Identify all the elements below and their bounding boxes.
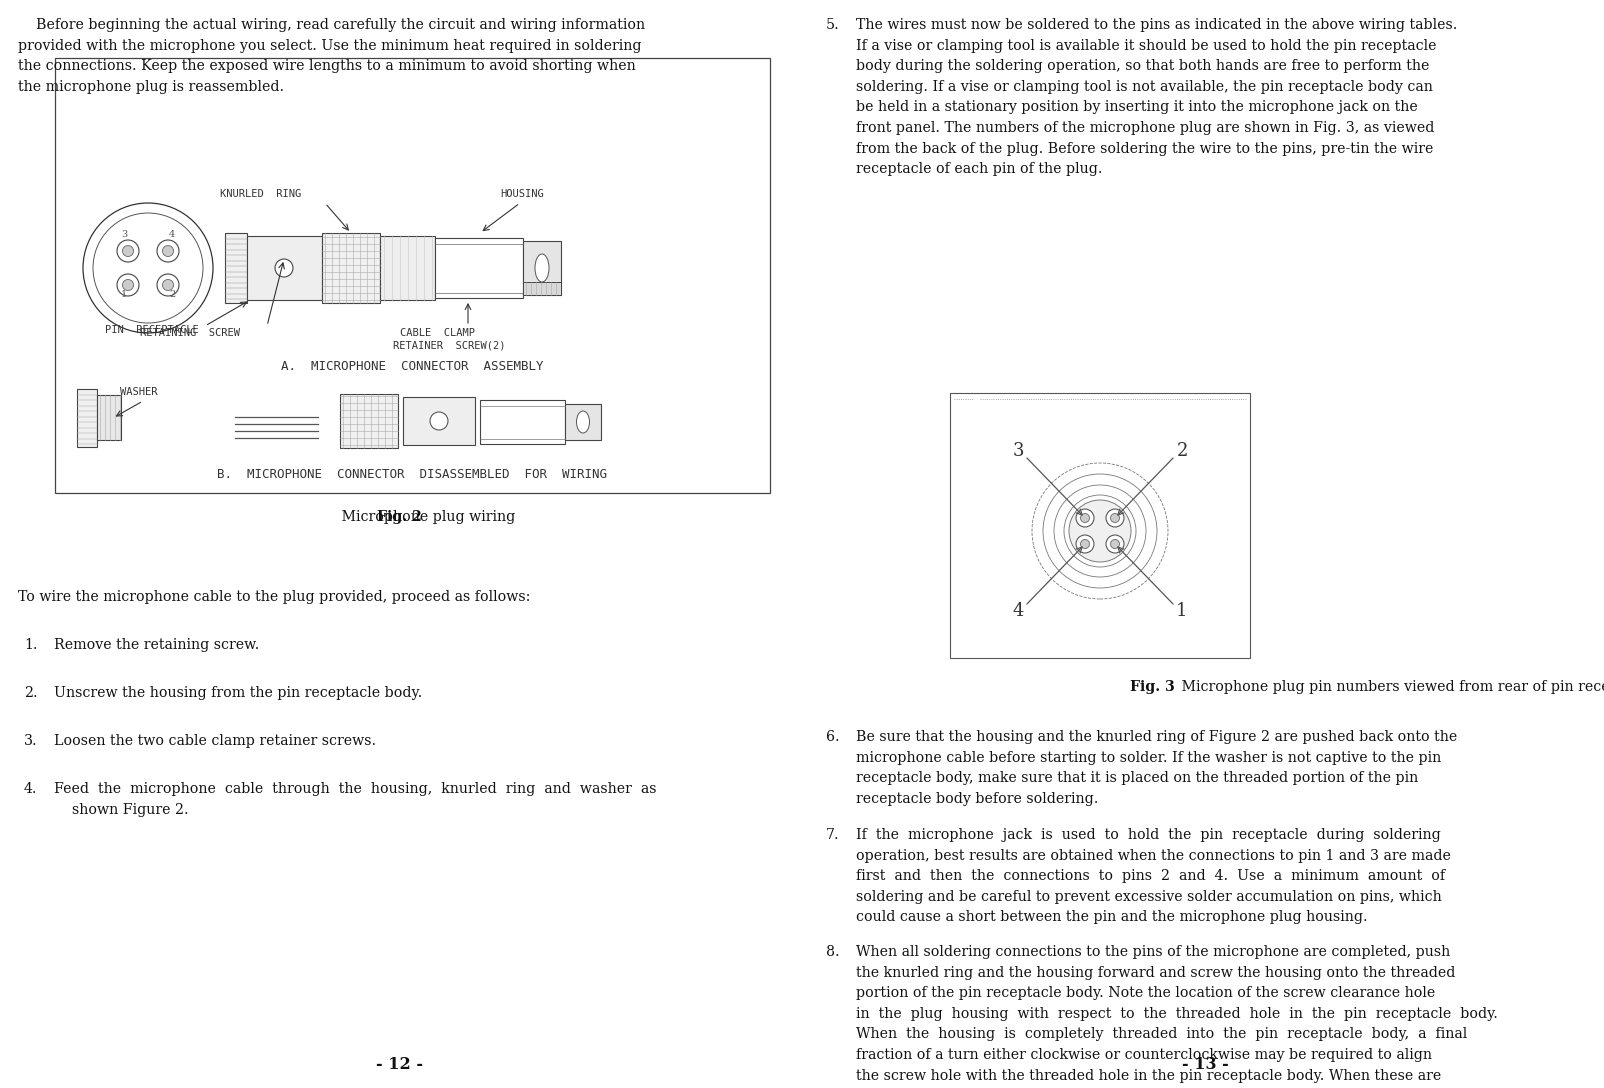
Text: If  the  microphone  jack  is  used  to  hold  the  pin  receptacle  during  sol: If the microphone jack is used to hold t…	[857, 828, 1452, 925]
Text: RETAINING  SCREW: RETAINING SCREW	[140, 327, 241, 338]
Bar	[77, 390, 96, 447]
Bar	[247, 236, 322, 300]
Text: When all soldering connections to the pins of the microphone are completed, push: When all soldering connections to the pi…	[857, 945, 1498, 1088]
Bar	[403, 397, 475, 445]
Text: 4.: 4.	[24, 782, 37, 796]
Ellipse shape	[1068, 500, 1131, 562]
Text: KNURLED  RING: KNURLED RING	[220, 189, 302, 199]
Circle shape	[1107, 509, 1124, 527]
Text: Be sure that the housing and the knurled ring of Figure 2 are pushed back onto t: Be sure that the housing and the knurled…	[857, 730, 1458, 806]
Text: 6.: 6.	[826, 730, 839, 744]
Text: PIN  RECEPTACLE: PIN RECEPTACLE	[104, 325, 199, 335]
Text: - 13 -: - 13 -	[1182, 1056, 1229, 1073]
Text: Feed  the  microphone  cable  through  the  housing,  knurled  ring  and  washer: Feed the microphone cable through the ho…	[55, 782, 656, 817]
Text: HOUSING: HOUSING	[500, 189, 544, 199]
Circle shape	[122, 246, 133, 257]
Text: To wire the microphone cable to the plug provided, proceed as follows:: To wire the microphone cable to the plug…	[18, 590, 531, 604]
Text: 2: 2	[168, 290, 175, 299]
Ellipse shape	[576, 411, 590, 433]
Text: 1: 1	[120, 290, 127, 299]
Circle shape	[93, 213, 204, 323]
Text: Unscrew the housing from the pin receptacle body.: Unscrew the housing from the pin recepta…	[55, 687, 422, 700]
Bar	[55, 58, 770, 493]
Circle shape	[122, 280, 133, 290]
Circle shape	[274, 259, 294, 277]
Bar	[523, 282, 561, 295]
Text: 3.: 3.	[24, 734, 37, 749]
Text: Before beginning the actual wiring, read carefully the circuit and wiring inform: Before beginning the actual wiring, read…	[18, 18, 645, 94]
Bar	[480, 400, 565, 444]
Text: 5.: 5.	[826, 18, 840, 32]
Text: Remove the retaining screw.: Remove the retaining screw.	[55, 638, 260, 652]
Text: B.  MICROPHONE  CONNECTOR  DISASSEMBLED  FOR  WIRING: B. MICROPHONE CONNECTOR DISASSEMBLED FOR…	[217, 468, 606, 481]
Text: Fig. 3: Fig. 3	[1131, 680, 1176, 694]
Circle shape	[1076, 535, 1094, 553]
Text: Microphone plug wiring: Microphone plug wiring	[337, 510, 515, 524]
Text: 1.: 1.	[24, 638, 37, 652]
Text: 1: 1	[1176, 602, 1187, 620]
Bar	[322, 233, 380, 302]
Bar	[225, 233, 247, 302]
Bar	[565, 404, 602, 440]
Circle shape	[157, 274, 180, 296]
Circle shape	[117, 240, 140, 262]
Circle shape	[430, 412, 448, 430]
Bar	[340, 394, 398, 448]
Circle shape	[162, 280, 173, 290]
Text: Loosen the two cable clamp retainer screws.: Loosen the two cable clamp retainer scre…	[55, 734, 375, 749]
Text: 3: 3	[120, 230, 127, 239]
Circle shape	[162, 246, 173, 257]
Circle shape	[1110, 540, 1120, 548]
Text: Fig. 2: Fig. 2	[377, 510, 422, 524]
Circle shape	[157, 240, 180, 262]
Bar	[950, 393, 1250, 658]
Bar	[96, 395, 120, 440]
Text: WASHER: WASHER	[120, 387, 157, 397]
Text: 7.: 7.	[826, 828, 839, 842]
Text: - 12 -: - 12 -	[377, 1056, 423, 1073]
Circle shape	[1081, 514, 1089, 522]
Text: A.  MICROPHONE  CONNECTOR  ASSEMBLY: A. MICROPHONE CONNECTOR ASSEMBLY	[281, 360, 544, 373]
Text: 4: 4	[1012, 602, 1023, 620]
Text: 2.: 2.	[24, 687, 37, 700]
Text: 8.: 8.	[826, 945, 839, 959]
Text: The wires must now be soldered to the pins as indicated in the above wiring tabl: The wires must now be soldered to the pi…	[857, 18, 1458, 176]
Bar	[523, 242, 561, 295]
Bar	[380, 236, 435, 300]
Text: RETAINER  SCREW(2): RETAINER SCREW(2)	[393, 341, 505, 351]
Circle shape	[1107, 535, 1124, 553]
Bar	[435, 238, 523, 298]
Circle shape	[1110, 514, 1120, 522]
Text: 2: 2	[1176, 442, 1187, 460]
Ellipse shape	[536, 254, 549, 282]
Circle shape	[83, 203, 213, 333]
Circle shape	[1081, 540, 1089, 548]
Circle shape	[1076, 509, 1094, 527]
Circle shape	[117, 274, 140, 296]
Text: Microphone plug pin numbers viewed from rear of pin receptacle.: Microphone plug pin numbers viewed from …	[1177, 680, 1604, 694]
Text: 4: 4	[168, 230, 175, 239]
Text: 3: 3	[1012, 442, 1023, 460]
Text: CABLE  CLAMP: CABLE CLAMP	[399, 327, 475, 338]
